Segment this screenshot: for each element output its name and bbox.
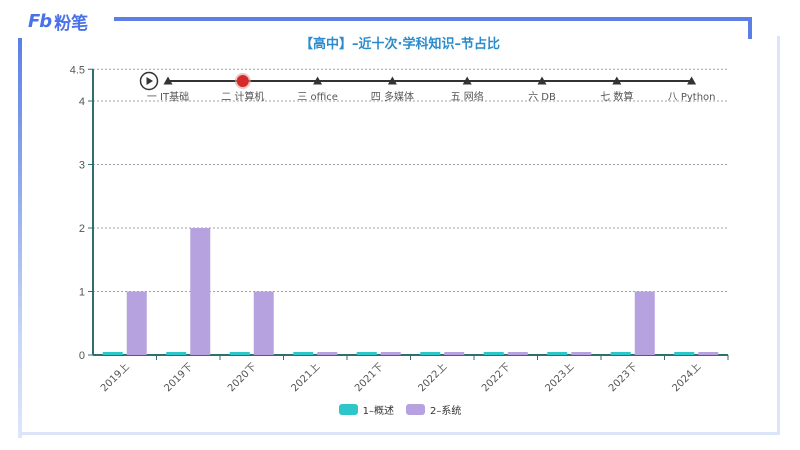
x-tick-label: 2019下 xyxy=(163,361,196,394)
play-triangle xyxy=(146,77,153,85)
timeline-marker[interactable] xyxy=(612,76,622,85)
timeline-marker[interactable] xyxy=(387,76,397,85)
frame-accent-right xyxy=(748,17,752,39)
bar-system[interactable] xyxy=(253,291,274,356)
bar-overview[interactable] xyxy=(547,352,568,355)
timeline-label[interactable]: 八 Python xyxy=(668,92,716,103)
bar-system[interactable] xyxy=(507,352,528,355)
header-divider xyxy=(114,17,752,21)
bar-system[interactable] xyxy=(126,291,147,356)
timeline-label[interactable]: 六 DB xyxy=(528,91,556,103)
bar-overview[interactable] xyxy=(293,352,314,355)
timeline-marker[interactable] xyxy=(462,76,472,85)
x-tick-label: 2022上 xyxy=(416,361,450,395)
legend-item[interactable]: 1–概述 xyxy=(338,402,394,417)
timeline-marker[interactable] xyxy=(313,76,323,85)
bar-system[interactable] xyxy=(634,291,655,356)
bar-overview[interactable] xyxy=(674,352,695,355)
y-tick-label: 3 xyxy=(79,160,85,172)
legend-item[interactable]: 2–系统 xyxy=(406,402,461,417)
bar-overview[interactable] xyxy=(483,352,504,355)
bar-system[interactable] xyxy=(571,352,592,355)
x-tick-label: 2019上 xyxy=(98,361,132,395)
timeline-label[interactable]: 二 计算机 xyxy=(221,90,264,103)
bar-overview[interactable] xyxy=(610,352,631,355)
timeline-marker[interactable] xyxy=(537,76,547,85)
timeline-marker[interactable] xyxy=(687,76,697,85)
logo-text: 粉笔 xyxy=(54,13,89,34)
y-tick-label: 0 xyxy=(79,350,85,362)
x-tick-label: 2021上 xyxy=(289,361,323,395)
legend-swatch-icon xyxy=(338,404,358,415)
timeline-label[interactable]: 七 数算 xyxy=(600,90,633,103)
bar-overview[interactable] xyxy=(420,352,441,355)
y-tick-label: 1 xyxy=(79,287,85,299)
brand-logo: Fb 粉笔 xyxy=(28,10,89,34)
legend-label: 2–系统 xyxy=(430,406,462,417)
frame-accent-left xyxy=(18,38,22,438)
x-tick-label: 2023上 xyxy=(543,361,577,395)
chart-title: 【高中】–近十次·学科知识–节占比 xyxy=(300,37,500,52)
y-tick-label: 2 xyxy=(79,223,85,235)
bar-system[interactable] xyxy=(380,352,401,355)
x-tick-label: 2021下 xyxy=(353,361,386,394)
x-tick-label: 2024上 xyxy=(670,361,704,395)
bar-overview[interactable] xyxy=(229,352,250,355)
chart-frame xyxy=(20,36,780,435)
timeline-label[interactable]: 一 IT基础 xyxy=(147,90,189,103)
x-tick-label: 2023下 xyxy=(607,361,640,394)
x-tick-label: 2020下 xyxy=(226,361,259,394)
bar-system[interactable] xyxy=(444,352,465,355)
x-tick-label: 2022下 xyxy=(480,361,513,394)
y-tick-label: 4 xyxy=(79,96,85,108)
logo-mark: Fb xyxy=(28,10,52,32)
timeline-label[interactable]: 三 office xyxy=(297,92,338,103)
legend-swatch-icon xyxy=(406,404,425,415)
timeline-label[interactable]: 五 网络 xyxy=(451,90,484,103)
chart-legend: 1–概述 2–系统 xyxy=(0,402,800,417)
timeline-marker[interactable] xyxy=(163,76,173,85)
legend-label: 1–概述 xyxy=(362,406,394,417)
bar-overview[interactable] xyxy=(356,352,377,355)
bar-overview[interactable] xyxy=(102,352,123,355)
timeline-active-marker[interactable] xyxy=(236,75,249,87)
bar-overview[interactable] xyxy=(166,352,187,355)
bar-system[interactable] xyxy=(190,228,211,355)
bar-system[interactable] xyxy=(698,352,719,355)
y-tick-label: 4.5 xyxy=(70,64,85,76)
timeline-label[interactable]: 四 多媒体 xyxy=(371,90,414,103)
bar-system[interactable] xyxy=(317,352,338,355)
